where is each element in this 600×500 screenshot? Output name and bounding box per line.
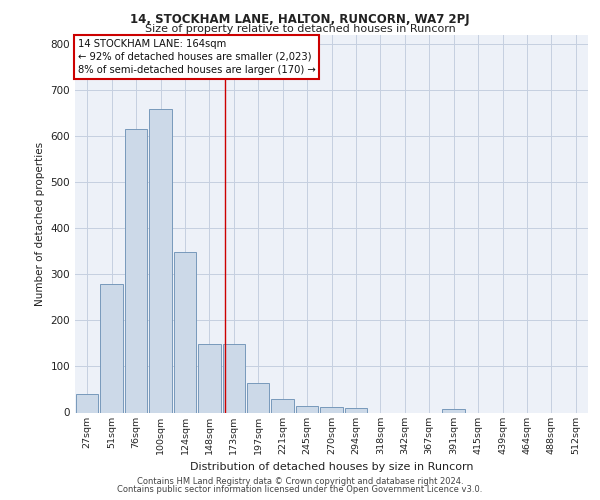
Bar <box>100 284 123 412</box>
Bar <box>271 398 294 412</box>
Bar <box>442 409 465 412</box>
Bar <box>296 406 319 412</box>
Bar <box>198 344 221 412</box>
Bar <box>223 344 245 412</box>
Bar <box>125 130 148 412</box>
X-axis label: Distribution of detached houses by size in Runcorn: Distribution of detached houses by size … <box>190 462 473 472</box>
Bar <box>247 382 269 412</box>
Y-axis label: Number of detached properties: Number of detached properties <box>35 142 45 306</box>
Bar <box>344 408 367 412</box>
Text: Contains HM Land Registry data © Crown copyright and database right 2024.: Contains HM Land Registry data © Crown c… <box>137 477 463 486</box>
Bar <box>76 394 98 412</box>
Text: Contains public sector information licensed under the Open Government Licence v3: Contains public sector information licen… <box>118 485 482 494</box>
Text: 14 STOCKHAM LANE: 164sqm
← 92% of detached houses are smaller (2,023)
8% of semi: 14 STOCKHAM LANE: 164sqm ← 92% of detach… <box>77 39 316 75</box>
Text: Size of property relative to detached houses in Runcorn: Size of property relative to detached ho… <box>145 24 455 34</box>
Bar <box>320 407 343 412</box>
Bar <box>149 108 172 412</box>
Text: 14, STOCKHAM LANE, HALTON, RUNCORN, WA7 2PJ: 14, STOCKHAM LANE, HALTON, RUNCORN, WA7 … <box>130 12 470 26</box>
Bar <box>173 252 196 412</box>
